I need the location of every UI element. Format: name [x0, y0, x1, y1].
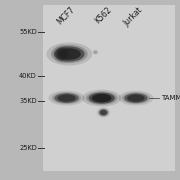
Ellipse shape — [58, 48, 81, 60]
Ellipse shape — [54, 46, 85, 62]
Ellipse shape — [124, 93, 148, 103]
Text: 40KD: 40KD — [19, 73, 37, 79]
Ellipse shape — [92, 94, 111, 102]
Text: 55KD: 55KD — [19, 29, 37, 35]
Text: MCF7: MCF7 — [56, 5, 77, 27]
Ellipse shape — [46, 42, 92, 66]
Ellipse shape — [100, 110, 107, 115]
Ellipse shape — [55, 46, 70, 62]
Ellipse shape — [48, 91, 85, 105]
Ellipse shape — [54, 93, 79, 103]
Ellipse shape — [86, 91, 117, 105]
Text: TAMM41: TAMM41 — [161, 95, 180, 101]
Text: Jurkat: Jurkat — [122, 5, 145, 28]
Text: 25KD: 25KD — [19, 145, 37, 151]
Ellipse shape — [94, 51, 97, 54]
Ellipse shape — [57, 94, 76, 102]
Ellipse shape — [89, 93, 115, 104]
Ellipse shape — [56, 48, 68, 60]
Ellipse shape — [118, 91, 154, 105]
Ellipse shape — [57, 49, 67, 59]
Text: K562: K562 — [94, 5, 114, 26]
Text: 35KD: 35KD — [19, 98, 37, 104]
Ellipse shape — [99, 109, 108, 116]
Ellipse shape — [52, 92, 81, 104]
Ellipse shape — [92, 50, 99, 55]
Ellipse shape — [82, 90, 121, 106]
Ellipse shape — [127, 94, 145, 102]
Ellipse shape — [122, 92, 150, 104]
Ellipse shape — [51, 45, 88, 63]
Ellipse shape — [98, 108, 109, 117]
Ellipse shape — [93, 50, 98, 54]
Ellipse shape — [97, 107, 110, 118]
Ellipse shape — [93, 50, 98, 54]
Ellipse shape — [53, 45, 72, 64]
Bar — [43, 5, 175, 171]
